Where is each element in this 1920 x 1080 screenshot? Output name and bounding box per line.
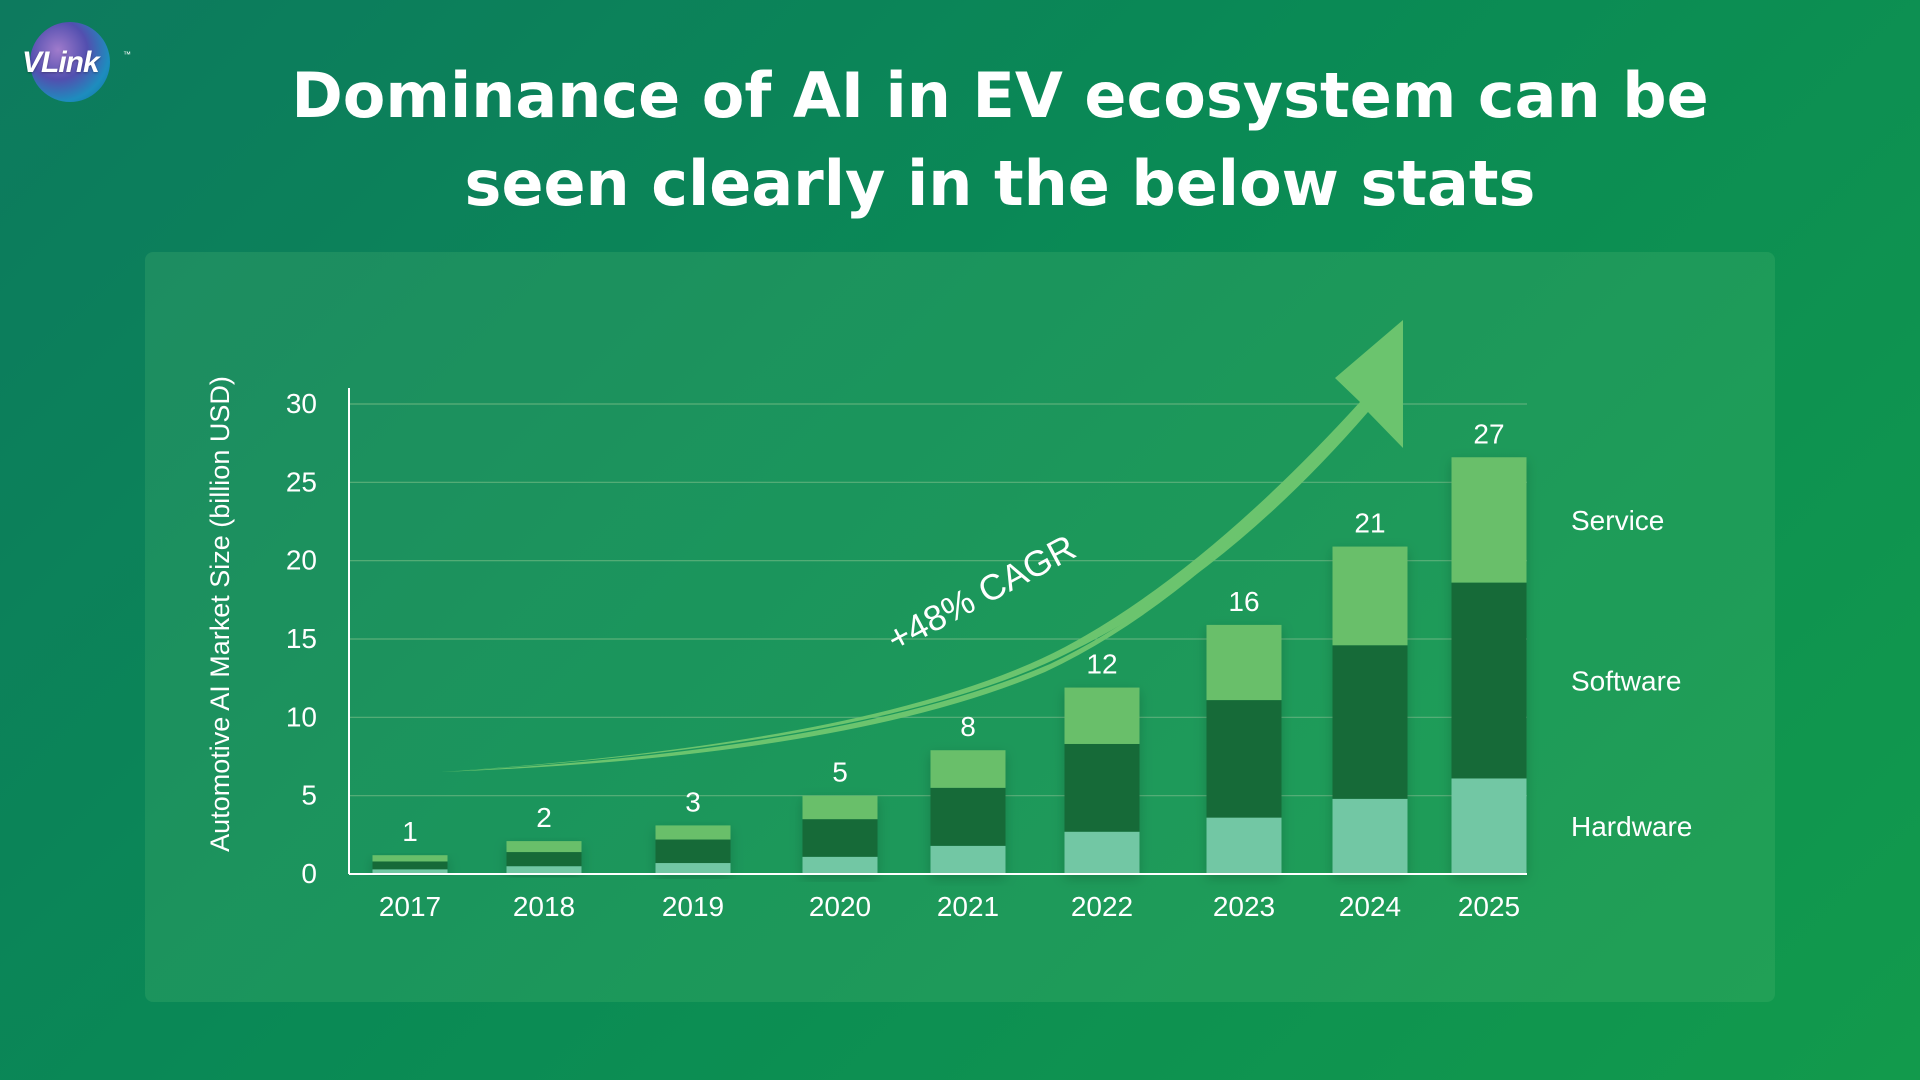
total-label-2025: 27 [1473,418,1504,449]
bar-software-2017 [372,861,448,870]
x-tick-label-2019: 2019 [662,891,724,922]
y-tick-label-20: 20 [286,545,317,576]
total-label-2017: 1 [402,816,418,847]
y-tick-label-25: 25 [286,466,317,497]
bar-group-2021 [930,750,1006,874]
bars [372,457,1527,874]
legend-software: Software [1571,666,1682,697]
bar-hardware-2025 [1451,778,1527,874]
bar-software-2022 [1064,743,1140,832]
x-tick-label-2017: 2017 [379,891,441,922]
total-label-2020: 5 [832,757,848,788]
x-tick-label-2022: 2022 [1071,891,1133,922]
bar-service-2020 [802,795,878,820]
bar-service-2024 [1332,546,1408,646]
bar-service-2018 [506,841,582,853]
bar-hardware-2023 [1206,817,1282,874]
cagr-annotation: +48% CAGR [880,526,1082,659]
bar-group-2019 [655,825,731,874]
bar-hardware-2020 [802,856,878,874]
total-label-2021: 8 [960,711,976,742]
gridlines [349,403,1527,797]
bar-group-2017 [372,855,448,874]
bar-hardware-2017 [372,869,448,874]
bar-group-2023 [1206,624,1282,874]
bar-service-2023 [1206,624,1282,701]
legend-service: Service [1571,505,1664,536]
bar-software-2023 [1206,700,1282,818]
total-label-2019: 3 [685,786,701,817]
bar-hardware-2019 [655,863,731,874]
bar-service-2019 [655,825,731,840]
vlink-logo: VLink ™ [20,22,135,102]
y-axis-label: Automotive AI Market Size (billion USD) [205,376,235,852]
y-tick-label-5: 5 [301,780,317,811]
bar-software-2021 [930,787,1006,846]
legend-hardware: Hardware [1571,811,1692,842]
page-title: Dominance of AI in EV ecosystem can be s… [200,52,1800,228]
logo-text: VLink [22,46,100,79]
x-tick-label-2025: 2025 [1458,891,1520,922]
bar-service-2022 [1064,687,1140,744]
bar-software-2024 [1332,645,1408,799]
total-label-2022: 12 [1086,649,1117,680]
bar-hardware-2024 [1332,798,1408,874]
bar-software-2025 [1451,582,1527,779]
title-line-1: Dominance of AI in EV ecosystem can be [291,59,1709,132]
x-tick-label-2020: 2020 [809,891,871,922]
chart-panel: 0 5 10 15 20 25 30 Automotive AI Market Size (b… [145,252,1775,1002]
bar-software-2019 [655,839,731,864]
bar-service-2021 [930,750,1006,788]
bar-software-2020 [802,819,878,857]
globe-icon [30,22,110,102]
total-label-2018: 2 [536,802,552,833]
y-tick-label-30: 30 [286,388,317,419]
y-tick-label-0: 0 [301,858,317,889]
x-tick-label-2023: 2023 [1213,891,1275,922]
total-label-2023: 16 [1228,586,1259,617]
bar-group-2018 [506,841,582,874]
total-label-2024: 21 [1354,508,1385,539]
x-tick-label-2021: 2021 [937,891,999,922]
bar-group-2020 [802,795,878,874]
bar-service-2025 [1451,457,1527,583]
y-tick-label-10: 10 [286,701,317,732]
bar-software-2018 [506,852,582,867]
bar-service-2017 [372,855,448,862]
x-tick-label-2024: 2024 [1339,891,1401,922]
y-tick-label-15: 15 [286,623,317,654]
bar-group-2024 [1332,546,1408,874]
x-tick-label-2018: 2018 [513,891,575,922]
bar-hardware-2018 [506,866,582,874]
bar-hardware-2022 [1064,831,1140,874]
bar-group-2022 [1064,687,1140,874]
bar-hardware-2021 [930,845,1006,874]
logo-trademark: ™ [123,50,131,59]
title-line-2: seen clearly in the below stats [464,147,1536,220]
bar-group-2025 [1451,457,1527,874]
